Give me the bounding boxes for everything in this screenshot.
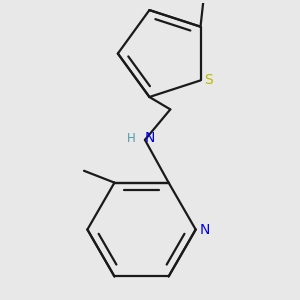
Text: N: N <box>145 131 155 145</box>
Text: N: N <box>200 223 210 236</box>
Text: S: S <box>204 74 213 87</box>
Text: H: H <box>127 132 136 145</box>
